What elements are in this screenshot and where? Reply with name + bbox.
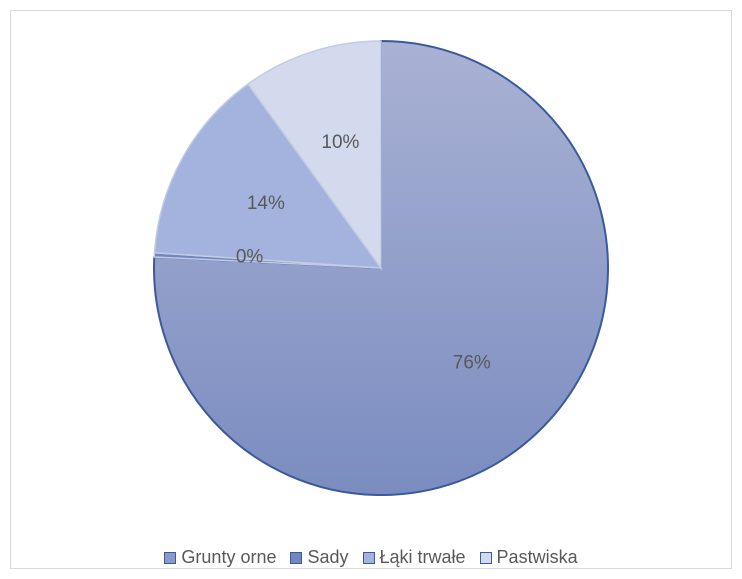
slice-grunty-orne <box>153 39 609 496</box>
legend-swatch <box>479 551 492 564</box>
slice-laki-trwale <box>153 83 383 269</box>
legend-swatch <box>362 551 375 564</box>
slice-pastwiska <box>246 40 382 271</box>
legend: Grunty orne Sady Łąki trwałe Pastwiska <box>11 547 731 568</box>
label-grunty-orne: 76% <box>453 352 491 373</box>
legend-swatch <box>290 551 303 564</box>
label-sady: 0% <box>236 246 264 267</box>
legend-label: Grunty orne <box>181 547 277 567</box>
chart-area: 76% 0% 14% 10% Grunty orne Sady Łąki trwałe… <box>10 10 732 569</box>
pie-chart: 76% 0% 14% 10% <box>153 39 609 496</box>
label-laki-trwale: 14% <box>247 193 285 214</box>
legend-item-sady: Sady <box>290 547 349 568</box>
legend-item-laki-trwale: Łąki trwałe <box>362 547 466 568</box>
label-pastwiska: 10% <box>321 132 359 153</box>
legend-label: Łąki trwałe <box>379 547 466 567</box>
legend-label: Pastwiska <box>496 547 578 567</box>
legend-item-grunty-orne: Grunty orne <box>164 547 276 568</box>
legend-swatch <box>164 551 177 564</box>
legend-item-pastwiska: Pastwiska <box>479 547 578 568</box>
legend-label: Sady <box>307 547 349 567</box>
